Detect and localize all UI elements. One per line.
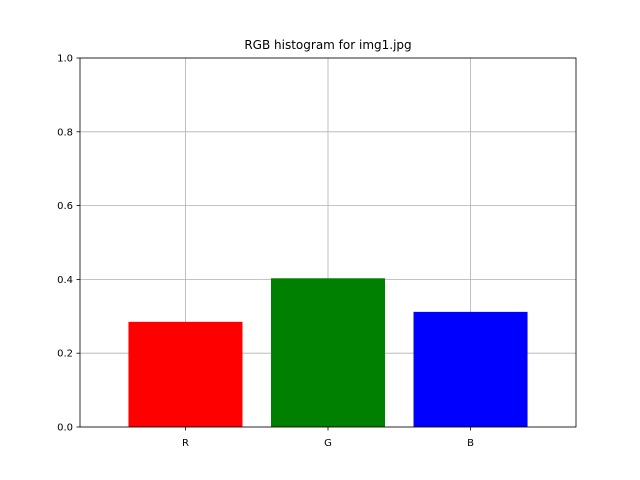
bar-g (270, 278, 386, 427)
bars (128, 278, 528, 427)
y-tick-label: 1.0 (57, 54, 73, 65)
y-tick-label: 0.8 (57, 127, 73, 138)
plot-frame (79, 57, 577, 428)
bar-b (413, 311, 528, 427)
x-tick-label: R (182, 438, 189, 449)
y-tick-label: 0.4 (57, 275, 73, 286)
x-tick-label: B (467, 438, 474, 449)
y-tick-label: 0.6 (57, 201, 73, 212)
x-tick-label: G (324, 438, 332, 449)
axes: 0.0 0.2 0.4 0.6 0.8 1.0 R G B (57, 54, 474, 450)
y-tick-label: 0.0 (57, 423, 73, 434)
chart-title: RGB histogram for img1.jpg (244, 38, 411, 52)
bar-r (128, 321, 243, 427)
y-tick-label: 0.2 (57, 349, 73, 360)
